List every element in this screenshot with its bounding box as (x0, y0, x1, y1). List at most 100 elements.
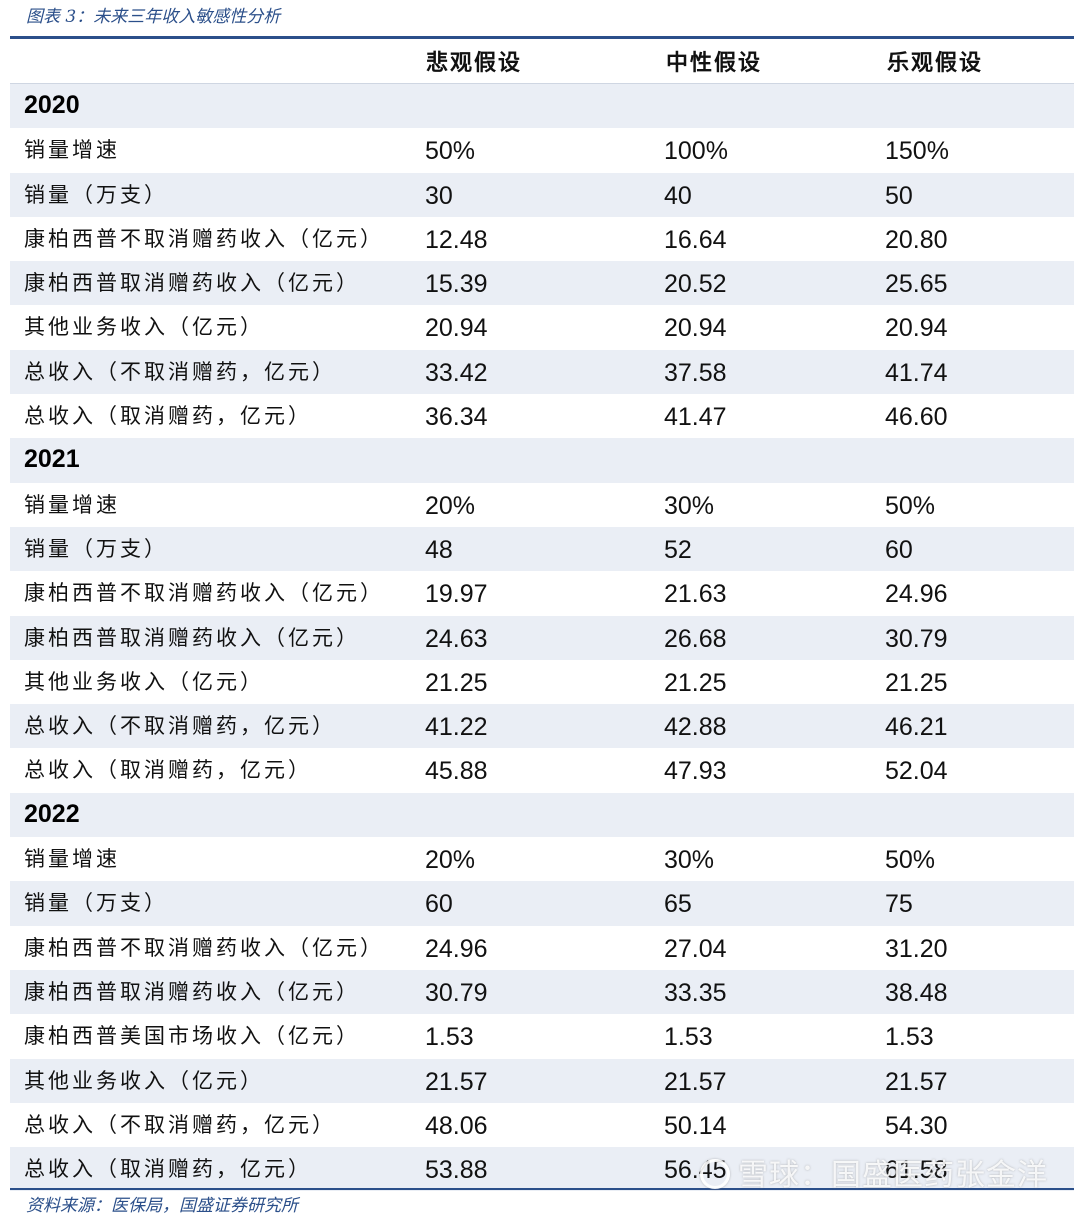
table-cell: 38.48 (885, 978, 948, 1007)
header-optimistic: 乐观假设 (887, 51, 984, 76)
table-cell: 50.14 (664, 1111, 727, 1140)
row-label: 总收入（不取消赠药，亿元） (24, 714, 336, 739)
table-cell: 41.22 (425, 713, 488, 742)
table-row: 康柏西普取消赠药收入（亿元） 30.79 33.35 38.48 (10, 969, 1074, 1015)
table-cell: 150% (885, 137, 949, 166)
table-cell: 40 (664, 181, 692, 210)
watermark-text: 雪球：国盛医药张金洋 (738, 1158, 1048, 1193)
row-label: 康柏西普不取消赠药收入（亿元） (24, 581, 384, 606)
table-row: 销量增速 20% 30% 50% (10, 837, 1074, 881)
table-cell: 30.79 (425, 978, 488, 1007)
year-label: 2022 (24, 799, 80, 828)
table-cell: 31.20 (885, 934, 948, 963)
row-label: 总收入（不取消赠药，亿元） (24, 359, 336, 384)
snowball-logo-icon (700, 1159, 730, 1189)
table-row: 其他业务收入（亿元） 21.25 21.25 21.25 (10, 660, 1074, 704)
table-cell: 48 (425, 535, 453, 564)
row-label: 总收入（取消赠药，亿元） (24, 1157, 312, 1182)
table-cell: 54.30 (885, 1111, 948, 1140)
table-cell: 33.42 (425, 358, 488, 387)
table-cell: 24.96 (885, 580, 948, 609)
header-pessimistic: 悲观假设 (426, 51, 523, 76)
row-label: 其他业务收入（亿元） (24, 669, 264, 694)
table-cell: 27.04 (664, 934, 727, 963)
table-row: 康柏西普不取消赠药收入（亿元） 19.97 21.63 24.96 (10, 571, 1074, 615)
row-label: 销量增速 (24, 138, 120, 163)
table-cell: 19.97 (425, 580, 488, 609)
table-cell: 100% (664, 137, 728, 166)
row-label: 康柏西普美国市场收入（亿元） (24, 1024, 360, 1049)
row-label: 康柏西普不取消赠药收入（亿元） (24, 935, 384, 960)
table-cell: 21.25 (885, 668, 948, 697)
row-label: 销量（万支） (24, 891, 168, 916)
year-row: 2021 (10, 438, 1074, 483)
table-header: 悲观假设 中性假设 乐观假设 (10, 39, 1074, 83)
row-label: 销量（万支） (24, 182, 168, 207)
table-row: 其他业务收入（亿元） 21.57 21.57 21.57 (10, 1058, 1074, 1103)
year-row: 2022 (10, 792, 1074, 838)
table-cell: 65 (664, 890, 692, 919)
table-row: 康柏西普取消赠药收入（亿元） 15.39 20.52 25.65 (10, 261, 1074, 306)
year-row: 2020 (10, 84, 1074, 129)
table-cell: 21.57 (425, 1067, 488, 1096)
table-cell: 50% (885, 846, 936, 875)
watermark: 雪球：国盛医药张金洋 (700, 1150, 1048, 1194)
table-cell: 20.94 (425, 314, 488, 343)
table-row: 康柏西普美国市场收入（亿元） 1.53 1.53 1.53 (10, 1014, 1074, 1058)
row-label: 康柏西普取消赠药收入（亿元） (24, 979, 360, 1004)
table-cell: 15.39 (425, 270, 488, 299)
table-row: 康柏西普取消赠药收入（亿元） 24.63 26.68 30.79 (10, 615, 1074, 660)
table-cell: 26.68 (664, 624, 727, 653)
table-cell: 20.52 (664, 270, 727, 299)
table-cell: 45.88 (425, 757, 488, 786)
table-row: 销量（万支） 30 40 50 (10, 172, 1074, 217)
table-cell: 50% (885, 491, 936, 520)
table-row: 销量增速 50% 100% 150% (10, 128, 1074, 172)
table-cell: 20% (425, 846, 476, 875)
table-row: 销量增速 20% 30% 50% (10, 483, 1074, 527)
table-cell: 1.53 (425, 1023, 474, 1052)
table-row: 总收入（不取消赠药，亿元） 48.06 50.14 54.30 (10, 1103, 1074, 1147)
table-cell: 52 (664, 535, 692, 564)
table-cell: 42.88 (664, 713, 727, 742)
table-cell: 16.64 (664, 225, 727, 254)
table-cell: 41.47 (664, 403, 727, 432)
table-cell: 75 (885, 890, 913, 919)
table-cell: 30% (664, 846, 715, 875)
row-label: 康柏西普取消赠药收入（亿元） (24, 271, 360, 296)
table-cell: 50 (885, 181, 913, 210)
table-cell: 47.93 (664, 757, 727, 786)
row-label: 康柏西普不取消赠药收入（亿元） (24, 226, 384, 251)
table-cell: 1.53 (885, 1023, 934, 1052)
table-cell: 41.74 (885, 358, 948, 387)
header-neutral: 中性假设 (666, 51, 763, 76)
row-label: 销量增速 (24, 847, 120, 872)
table-cell: 21.25 (664, 668, 727, 697)
figure-caption: 图表 3：未来三年收入敏感性分析 (26, 7, 281, 27)
table-cell: 60 (425, 890, 453, 919)
table-cell: 37.58 (664, 358, 727, 387)
top-rule (10, 36, 1074, 39)
year-label: 2020 (24, 91, 80, 119)
table-row: 总收入（取消赠药，亿元） 45.88 47.93 52.04 (10, 748, 1074, 792)
table-cell: 21.57 (885, 1067, 948, 1096)
row-label: 总收入（取消赠药，亿元） (24, 404, 312, 429)
year-label: 2021 (24, 445, 80, 474)
table-row: 销量（万支） 60 65 75 (10, 881, 1074, 926)
table-cell: 24.63 (425, 624, 488, 653)
table-cell: 12.48 (425, 225, 488, 254)
table-cell: 24.96 (425, 934, 488, 963)
table-cell: 20% (425, 491, 476, 520)
table-row: 康柏西普不取消赠药收入（亿元） 12.48 16.64 20.80 (10, 217, 1074, 261)
table-cell: 36.34 (425, 403, 488, 432)
table-row: 总收入（不取消赠药，亿元） 33.42 37.58 41.74 (10, 349, 1074, 395)
table-cell: 53.88 (425, 1156, 488, 1185)
row-label: 其他业务收入（亿元） (24, 1068, 264, 1093)
table-cell: 20.94 (885, 314, 948, 343)
table-cell: 33.35 (664, 978, 727, 1007)
table-row: 康柏西普不取消赠药收入（亿元） 24.96 27.04 31.20 (10, 926, 1074, 970)
table-cell: 61.58 (885, 1156, 948, 1185)
table-cell: 52.04 (885, 757, 948, 786)
sensitivity-table: 2020 销量增速 50% 100% 150% 销量（万支） 30 40 50 康柏西普不取消赠药… (10, 83, 1074, 1192)
table-cell: 20.94 (664, 314, 727, 343)
